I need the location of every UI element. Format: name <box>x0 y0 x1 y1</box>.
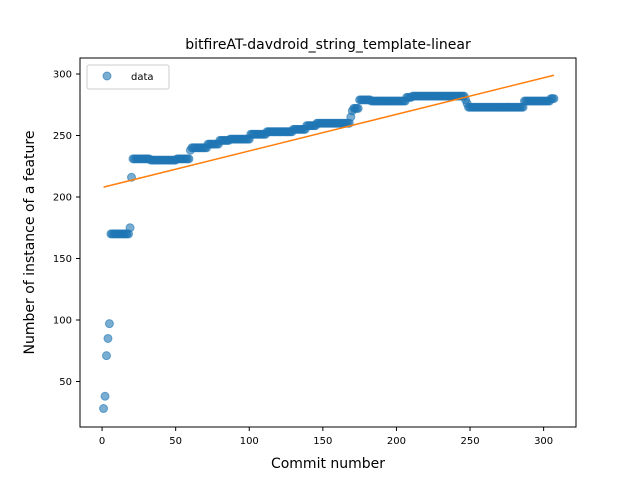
data-point <box>100 391 110 401</box>
x-tick-label: 100 <box>240 436 259 447</box>
x-tick-label: 150 <box>313 436 332 447</box>
data-point <box>104 319 114 329</box>
data-point <box>125 223 135 233</box>
y-tick-label: 100 <box>53 315 72 326</box>
legend: data <box>86 64 170 90</box>
y-tick-label: 150 <box>53 254 72 265</box>
y-tick-label: 50 <box>59 377 72 388</box>
legend-box <box>86 64 170 90</box>
data-point <box>99 404 109 414</box>
x-tick-label: 200 <box>387 436 406 447</box>
y-axis: 50 100 150 200 250 300 <box>53 69 80 388</box>
data-point <box>353 103 363 113</box>
x-tick-label: 50 <box>169 436 182 447</box>
y-axis-label: Number of instance of a feature <box>22 131 38 355</box>
x-tick-label: 0 <box>99 436 105 447</box>
legend-label-data: data <box>131 72 154 83</box>
data-point <box>184 154 194 164</box>
data-point <box>549 94 559 104</box>
y-tick-label: 300 <box>53 69 72 80</box>
x-axis: 0 50 100 150 200 250 300 <box>99 427 553 447</box>
y-tick-label: 200 <box>53 192 72 203</box>
chart-title: bitfireAT-davdroid_string_template-linea… <box>185 37 471 53</box>
y-tick-label: 250 <box>53 131 72 142</box>
linear-fit-line <box>103 74 555 188</box>
data-point <box>101 351 111 361</box>
legend-marker-data <box>102 71 112 81</box>
x-tick-label: 300 <box>534 436 553 447</box>
x-axis-label: Commit number <box>271 456 385 472</box>
plot-marks <box>99 74 559 414</box>
x-tick-label: 250 <box>460 436 479 447</box>
data-point <box>103 333 113 343</box>
plot-area-frame <box>79 57 577 428</box>
